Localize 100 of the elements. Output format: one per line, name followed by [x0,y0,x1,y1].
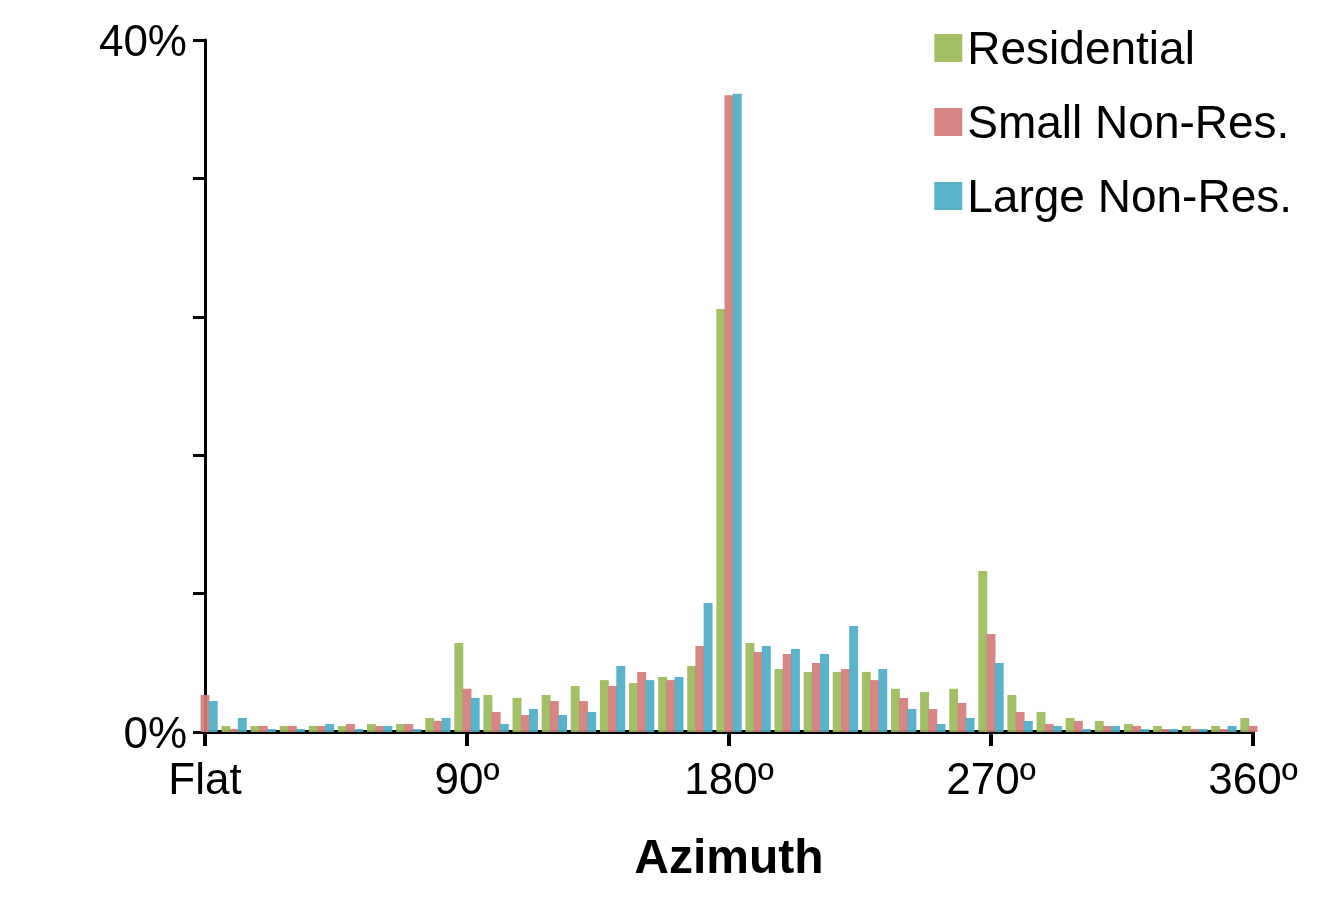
bar [840,669,850,732]
bar [732,93,742,732]
bar [1219,729,1229,732]
bar [820,653,830,732]
legend-label: Large Non-Res. [967,170,1292,222]
bar [949,688,959,732]
x-tick-label: 90º [434,753,500,803]
x-tick-label: 270º [946,753,1036,803]
bar [628,683,638,732]
bar [433,720,443,732]
bar [870,680,880,732]
bar [994,662,1004,732]
bar [287,725,297,732]
bar [1044,724,1054,732]
bar [1111,725,1121,732]
bar [849,625,859,732]
bar [890,688,900,732]
x-tick-label: 180º [684,753,774,803]
bar [986,634,996,732]
bar [957,702,967,732]
bar [1182,725,1192,732]
bar [1152,725,1162,732]
bar [899,697,909,732]
bar [978,571,988,732]
bar [1240,717,1250,732]
bar [637,671,647,732]
bar [716,309,726,732]
bar [1073,720,1083,732]
bar [936,724,946,732]
bar [1007,694,1017,732]
bar [1169,729,1179,732]
bar [674,676,684,732]
bar [907,708,917,732]
bar [221,725,231,732]
bar [470,697,480,732]
bar [366,724,376,732]
bar [599,680,609,732]
bar [208,701,218,732]
bar [266,729,276,732]
bar [832,671,842,732]
bar [229,729,239,732]
bar [803,671,813,732]
bar [1132,725,1142,732]
bar [587,711,597,732]
legend-label: Small Non-Res. [967,96,1290,148]
bar [528,708,538,732]
bar [965,717,975,732]
bar [404,724,414,732]
bar [616,665,626,732]
bar [645,680,655,732]
bar [753,652,763,732]
bar [549,701,559,732]
bar [346,724,356,732]
bar [578,701,588,732]
bar [790,648,800,732]
bar [1198,729,1208,732]
bar [558,715,568,732]
bar [1065,717,1075,732]
bar [412,729,422,732]
bar [608,685,618,732]
bar [325,724,335,732]
bar [695,646,705,732]
bar [928,708,938,732]
bar [491,711,501,732]
bar [1123,724,1133,732]
y-tick-label: 40% [98,15,187,65]
bar [570,685,580,732]
bar [354,729,364,732]
bar [396,724,406,732]
bar [1190,729,1200,732]
bar [782,653,792,732]
bar [774,669,784,732]
bar [1161,729,1171,732]
bar [761,646,771,732]
bar [237,717,247,732]
bar [1015,711,1025,732]
bar [499,724,509,732]
bar [541,694,551,732]
legend-label: Residential [967,22,1195,74]
x-axis-title: Azimuth [634,829,824,883]
bar [724,95,734,732]
bar [454,643,464,732]
bar [441,717,451,732]
bar [258,725,268,732]
bar [703,602,713,732]
bar [658,676,668,732]
bar [666,680,676,732]
bar [1211,725,1221,732]
bar [1082,729,1092,732]
bar [811,662,821,732]
bar [861,671,871,732]
bar [920,692,930,732]
bar [1140,729,1150,732]
bar [425,717,435,732]
bar [383,725,393,732]
bar [296,729,306,732]
bar [1227,725,1237,732]
x-tick-label: 360º [1208,753,1298,803]
bar [745,643,755,732]
bar [483,694,493,732]
